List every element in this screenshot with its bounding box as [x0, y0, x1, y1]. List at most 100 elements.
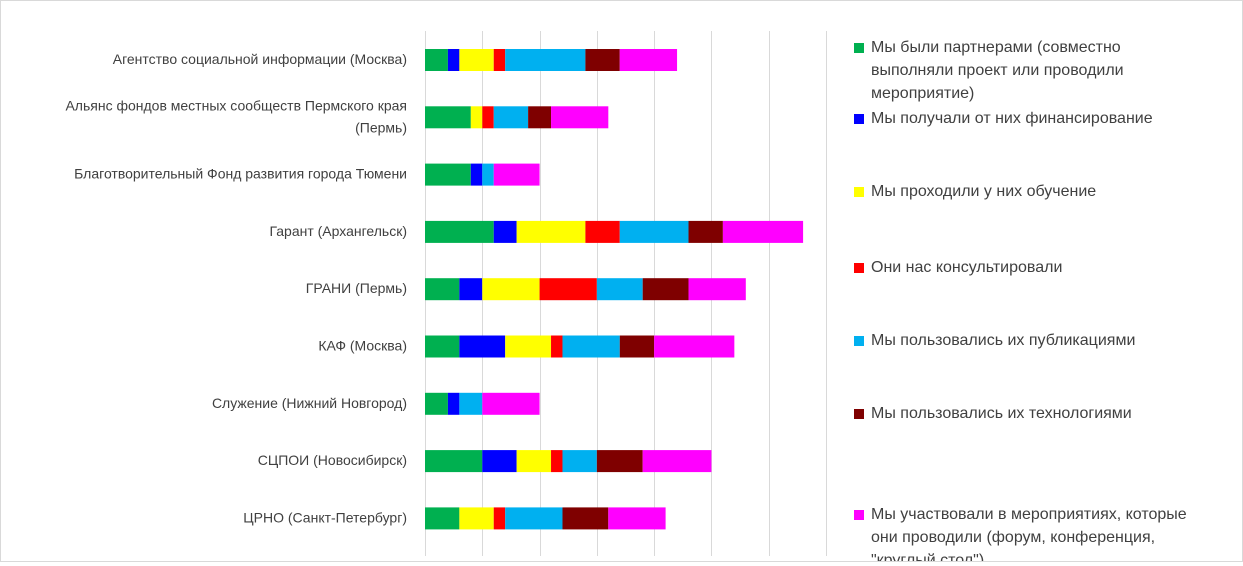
bar-segment — [688, 278, 746, 301]
legend-label-line: Мы получали от них финансирование — [871, 110, 1153, 127]
legend-label-line: Мы пользовались их публикациями — [871, 332, 1135, 349]
bar-segment — [493, 220, 517, 243]
bar-segment — [585, 49, 620, 71]
bar-segment — [642, 450, 712, 473]
legend-swatch — [854, 43, 864, 53]
bar-segment — [493, 106, 529, 129]
bar-segment — [459, 278, 483, 301]
bar-segment — [551, 106, 609, 129]
legend-label: Мы пользовались их публикациями — [871, 332, 1135, 349]
category-label-line: Агентство социальной информации (Москва) — [113, 51, 407, 67]
bar-segment — [688, 220, 723, 243]
bar-segment — [528, 106, 552, 129]
category-label-line: Альянс фондов местных сообществ Пермског… — [65, 97, 407, 113]
bar-segment — [505, 49, 586, 71]
bar-segment — [619, 335, 655, 358]
category-label: Служение (Нижний Новгород) — [212, 395, 407, 411]
bar-segment — [562, 450, 597, 473]
legend-label-line: Мы пользовались их технологиями — [871, 405, 1132, 422]
legend-swatch — [854, 263, 864, 273]
category-label: Агентство социальной информации (Москва) — [113, 51, 407, 67]
legend-swatch — [854, 114, 864, 124]
bar-segment — [447, 392, 460, 415]
bar-segment — [425, 392, 448, 415]
bar-segment — [425, 163, 471, 186]
bar-segment — [619, 220, 689, 243]
bar-segment — [425, 335, 460, 358]
bar-segment — [551, 450, 563, 473]
category-label-line: ЦРНО (Санкт-Петербург) — [243, 509, 407, 525]
category-label: Альянс фондов местных сообществ Пермског… — [65, 97, 407, 135]
category-label: ГРАНИ (Пермь) — [306, 280, 407, 296]
category-label-line: Гарант (Архангельск) — [269, 223, 407, 239]
bar-segment — [482, 163, 494, 186]
bar-segment — [482, 392, 540, 415]
bar-segment — [425, 49, 448, 71]
legend-label: Мы получали от них финансирование — [871, 110, 1153, 127]
bar-segment — [551, 335, 563, 358]
bar-segment — [608, 507, 666, 530]
category-label: СЦПОИ (Новосибирск) — [258, 452, 407, 468]
legend-label-line: Они нас консультировали — [871, 259, 1062, 276]
category-label-line: (Пермь) — [355, 119, 407, 135]
bar-segment — [642, 278, 689, 301]
category-label-line: ГРАНИ (Пермь) — [306, 280, 407, 296]
legend-label: Они нас консультировали — [871, 259, 1062, 276]
bar-segment — [722, 220, 804, 243]
bar-segment — [425, 278, 460, 301]
bar-segment — [654, 335, 735, 358]
bar-segment — [505, 335, 552, 358]
legend-swatch — [854, 510, 864, 520]
bar-segment — [505, 507, 563, 530]
bar-segment — [425, 450, 483, 473]
bar-segment — [493, 507, 506, 530]
bar-segment — [493, 163, 540, 186]
legend-label-line: "круглый стол") — [871, 552, 984, 561]
bar-segment — [459, 49, 494, 71]
category-label: Гарант (Архангельск) — [269, 223, 407, 239]
legend-label-line: Мы проходили у них обучение — [871, 183, 1096, 200]
bar-segment — [447, 49, 460, 71]
category-label-line: Служение (Нижний Новгород) — [212, 395, 407, 411]
bar-segment — [425, 507, 460, 530]
bar-segment — [585, 220, 620, 243]
bar-segment — [493, 49, 506, 71]
bar-segment — [482, 278, 540, 301]
bar-segment — [482, 106, 494, 129]
bar-segment — [459, 392, 483, 415]
legend-label: Мы были партнерами (совместно выполняли п… — [871, 39, 1124, 102]
legend-label-line: Мы участвовали в мероприятиях, которые — [871, 506, 1187, 523]
bar-segment — [470, 106, 483, 129]
category-label: КАФ (Москва) — [318, 337, 407, 353]
category-label-line: СЦПОИ (Новосибирск) — [258, 452, 407, 468]
bar-segment — [596, 450, 643, 473]
bar-segment — [539, 278, 597, 301]
bar-segment — [516, 450, 552, 473]
legend-swatch — [854, 187, 864, 197]
category-label: Благотворительный Фонд развития города Т… — [74, 165, 407, 181]
bar-segment — [459, 507, 494, 530]
legend-label: Мы проходили у них обучение — [871, 183, 1096, 200]
bar-segment — [425, 106, 471, 129]
bar-segment — [470, 163, 483, 186]
bar-segment — [562, 335, 620, 358]
legend-label: Мы участвовали в мероприятиях, которые он… — [871, 506, 1187, 561]
bar-segment — [516, 220, 586, 243]
bar-segment — [482, 450, 517, 473]
category-label-line: КАФ (Москва) — [318, 337, 407, 353]
legend-swatch — [854, 336, 864, 346]
legend-label-line: мероприятие) — [871, 85, 974, 102]
legend-label-line: Мы были партнерами (совместно — [871, 39, 1121, 56]
bar-segment — [425, 220, 494, 243]
category-label: ЦРНО (Санкт-Петербург) — [243, 509, 407, 525]
bar-segment — [596, 278, 643, 301]
bar-segment — [562, 507, 609, 530]
legend-swatch — [854, 409, 864, 419]
legend-label: Мы пользовались их технологиями — [871, 405, 1132, 422]
legend-label-line: они проводили (форум, конференция, — [871, 529, 1155, 546]
bar-segment — [619, 49, 678, 71]
bar-segment — [459, 335, 506, 358]
category-label-line: Благотворительный Фонд развития города Т… — [74, 165, 407, 181]
